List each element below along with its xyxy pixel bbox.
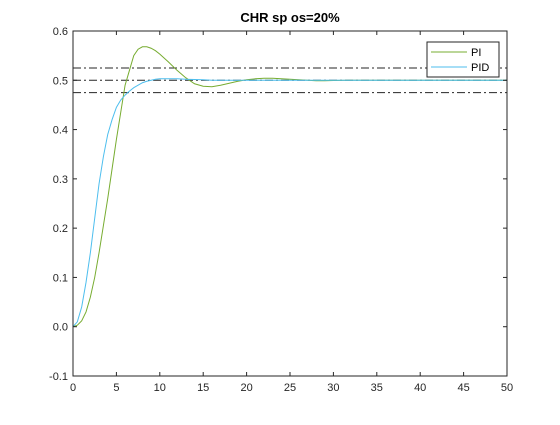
legend: PI PID <box>426 41 500 78</box>
x-tick-label: 20 <box>240 382 252 394</box>
x-tick-label: 35 <box>371 382 383 394</box>
x-tick-label: 50 <box>501 382 513 394</box>
series-line-pid <box>72 78 507 328</box>
y-tick-label: 0.6 <box>53 26 68 38</box>
x-tick-label: 25 <box>284 382 296 394</box>
y-tick-label: 0.1 <box>53 272 68 284</box>
y-tick-label: -0.1 <box>49 371 68 383</box>
y-tick-label: 0.2 <box>53 223 68 235</box>
x-tick-label: 45 <box>457 382 469 394</box>
x-tick-label: 40 <box>414 382 426 394</box>
legend-label-pid: PID <box>471 62 489 74</box>
x-tick-label: 5 <box>113 382 119 394</box>
x-tick-label: 0 <box>70 382 76 394</box>
legend-label-pi: PI <box>471 47 481 59</box>
plot-area <box>73 31 507 376</box>
y-tick-label: 0.5 <box>53 75 68 87</box>
y-tick-label: 0.0 <box>53 322 68 334</box>
chart-title: CHR sp os=20% <box>240 10 340 25</box>
x-tick-label: 10 <box>154 382 166 394</box>
y-tick-label: 0.4 <box>53 125 68 137</box>
x-tick-label: 15 <box>197 382 209 394</box>
legend-box <box>426 41 500 78</box>
x-tick-label: 30 <box>327 382 339 394</box>
y-tick-label: 0.3 <box>53 174 68 186</box>
